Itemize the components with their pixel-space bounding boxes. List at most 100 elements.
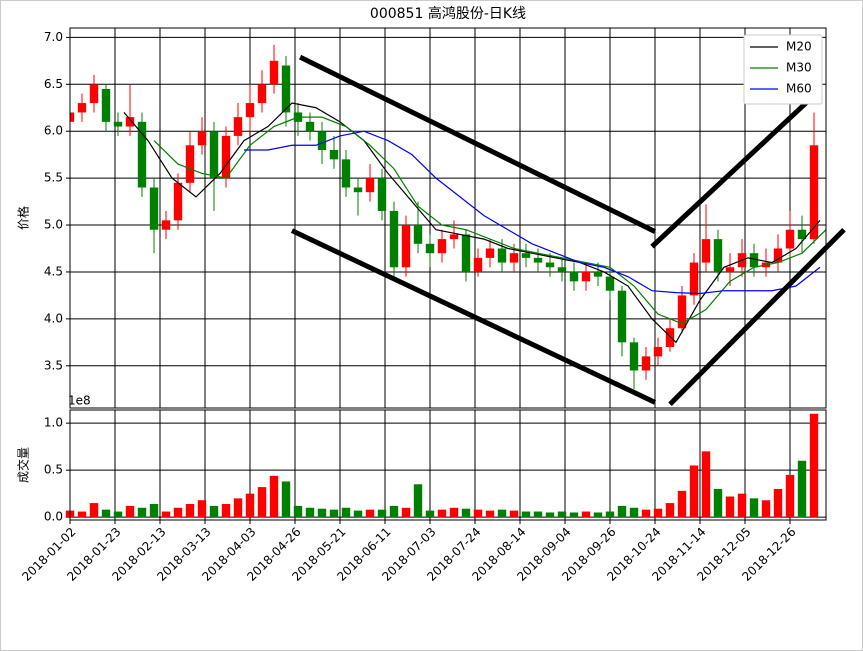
candle-body xyxy=(629,342,639,371)
y-tick-label: 5.5 xyxy=(44,171,63,185)
volume-bar xyxy=(197,500,207,518)
volume-bar xyxy=(317,508,327,518)
candle-body xyxy=(569,271,579,282)
candle-body xyxy=(773,248,783,263)
candle-body xyxy=(605,276,615,291)
candle-body xyxy=(449,234,459,240)
y-tick-label: 0.5 xyxy=(44,463,63,477)
volume-bar xyxy=(281,481,291,518)
volume-bar xyxy=(245,493,255,518)
volume-bar xyxy=(509,510,519,518)
volume-bar xyxy=(461,508,471,518)
candle-body xyxy=(521,253,531,258)
volume-bar xyxy=(341,507,351,518)
volume-bar xyxy=(101,509,111,518)
volume-bar xyxy=(125,505,135,518)
volume-bar xyxy=(653,508,663,518)
volume-bar xyxy=(797,460,807,518)
trend-line xyxy=(290,228,657,405)
trend-line xyxy=(668,227,846,407)
volume-bar xyxy=(773,488,783,518)
volume-bar xyxy=(569,512,579,518)
volume-axis-label: 成交量 xyxy=(16,447,31,483)
candle-body xyxy=(533,257,543,263)
candle-body xyxy=(209,131,219,179)
ma-line xyxy=(244,130,821,295)
volume-bar xyxy=(617,505,627,518)
volume-bar xyxy=(605,511,615,518)
volume-bar xyxy=(725,496,735,518)
volume-bar xyxy=(365,509,375,518)
volume-bar xyxy=(389,505,399,518)
candle-body xyxy=(797,229,807,240)
candle-body xyxy=(281,65,291,113)
candle-body xyxy=(713,239,723,272)
candle-body xyxy=(641,356,651,371)
candle-body xyxy=(341,159,351,188)
candle-body xyxy=(425,243,435,254)
volume-bar xyxy=(77,511,87,518)
y-tick-label: 0.0 xyxy=(44,510,63,524)
volume-bar xyxy=(761,500,771,518)
volume-bar xyxy=(329,509,339,518)
volume-bar xyxy=(809,413,819,518)
candle-body xyxy=(149,187,159,230)
candle-body xyxy=(77,103,87,113)
candle-body xyxy=(809,145,819,240)
candle-body xyxy=(689,262,699,296)
volume-bar xyxy=(89,503,99,518)
volume-bar xyxy=(137,507,147,518)
candle-body xyxy=(173,182,183,221)
volume-bar xyxy=(425,510,435,518)
candle-body xyxy=(197,131,207,146)
candle-body xyxy=(185,145,195,183)
volume-bar xyxy=(437,509,447,518)
candle-body xyxy=(101,88,111,122)
candle-body xyxy=(329,149,339,160)
candle-body xyxy=(665,328,675,348)
ma-line xyxy=(123,102,821,344)
volume-bar xyxy=(377,509,387,518)
candle-body xyxy=(161,220,171,230)
candle-body xyxy=(401,225,411,268)
candle-body xyxy=(389,210,399,268)
candle-body xyxy=(701,239,711,263)
candle-body xyxy=(581,271,591,282)
volume-bar xyxy=(269,475,279,518)
volume-bar xyxy=(557,511,567,518)
y-tick-label: 4.5 xyxy=(44,264,63,278)
candle-body xyxy=(509,253,519,263)
candle-body xyxy=(653,347,663,357)
volume-bar xyxy=(785,474,795,518)
candle-body xyxy=(257,84,267,104)
legend-box xyxy=(743,34,823,105)
y-tick-label: 5.0 xyxy=(44,218,63,232)
candle-body xyxy=(749,253,759,268)
legend-label: M60 xyxy=(786,82,812,96)
candle-body xyxy=(377,178,387,211)
volume-bar xyxy=(149,504,159,518)
volume-bar xyxy=(497,509,507,518)
volume-bar xyxy=(521,511,531,518)
candle-body xyxy=(557,267,567,272)
candle-body xyxy=(677,295,687,329)
chart-title: 000851 高鸿股份-日K线 xyxy=(370,5,526,22)
volume-bar xyxy=(593,512,603,518)
candle-body xyxy=(245,103,255,118)
candle-body xyxy=(437,239,447,254)
y-tick-label: 3.5 xyxy=(44,358,63,372)
volume-bar xyxy=(221,504,231,518)
y-tick-label: 6.0 xyxy=(44,124,63,138)
volume-bar xyxy=(737,493,747,518)
candle-body xyxy=(545,262,555,268)
trend-line xyxy=(298,54,657,234)
volume-bar xyxy=(533,511,543,518)
candle-body xyxy=(473,257,483,272)
candle-body xyxy=(461,234,471,272)
volume-bar xyxy=(545,512,555,518)
volume-bar xyxy=(293,505,303,518)
volume-bar xyxy=(629,507,639,518)
volume-bar xyxy=(173,507,183,518)
candle-body xyxy=(137,121,147,188)
